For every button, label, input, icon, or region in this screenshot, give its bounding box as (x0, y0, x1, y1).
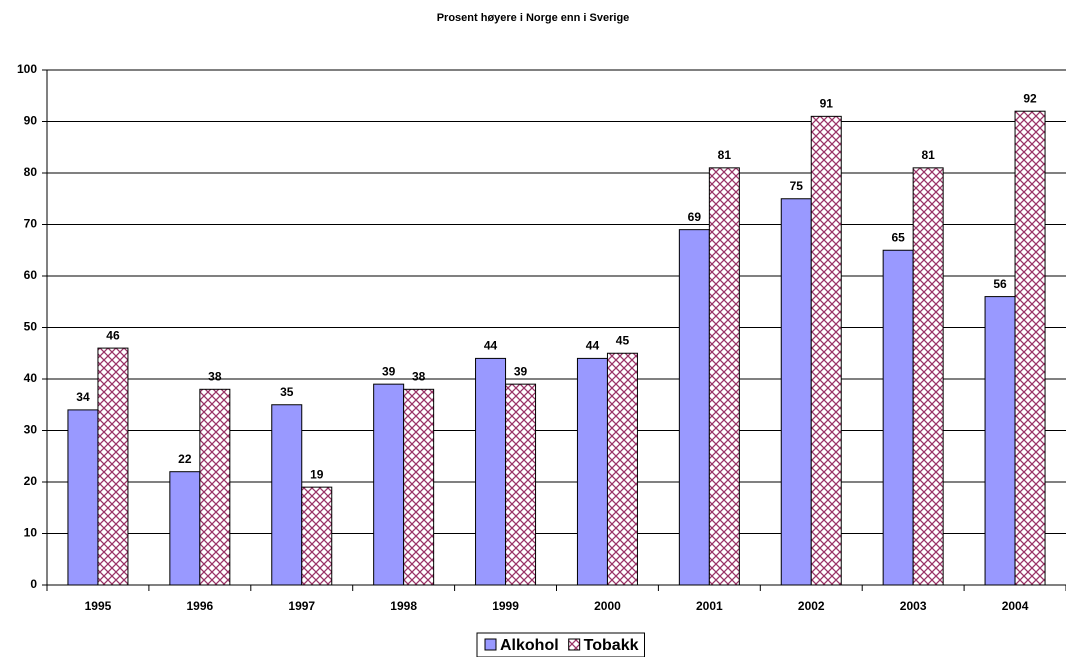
y-tick-label: 0 (30, 577, 37, 591)
bar (912, 167, 944, 586)
y-tick-label: 40 (24, 371, 38, 385)
y-tick-label: 50 (24, 320, 38, 334)
x-tick-label: 2001 (696, 599, 723, 613)
bar (810, 115, 842, 586)
y-tick-label: 30 (24, 423, 38, 437)
bar (373, 383, 405, 586)
data-label: 81 (921, 148, 935, 162)
bar (505, 383, 537, 586)
bar (576, 357, 608, 586)
chart-title: Prosent høyere i Norge enn i Sverige (437, 12, 630, 24)
data-label: 22 (178, 452, 192, 466)
bar (1014, 110, 1046, 586)
x-tick-label: 1999 (492, 599, 519, 613)
data-label: 92 (1023, 91, 1037, 105)
x-tick-label: 1996 (186, 599, 213, 613)
data-label: 65 (891, 230, 905, 244)
data-label: 38 (208, 369, 222, 383)
legend-label: Alkohol (500, 637, 559, 654)
data-label: 45 (616, 333, 630, 347)
bar (67, 409, 99, 586)
data-label: 75 (790, 179, 804, 193)
data-label: 56 (993, 277, 1007, 291)
x-tick-label: 2004 (1002, 599, 1029, 613)
data-label: 44 (586, 339, 600, 353)
bar (271, 404, 303, 586)
x-tick-label: 1995 (85, 599, 112, 613)
bar (199, 388, 231, 586)
bar (97, 347, 129, 586)
y-tick-label: 20 (24, 474, 38, 488)
bar (882, 249, 914, 586)
bar (301, 486, 333, 586)
data-label: 44 (484, 339, 498, 353)
bar (169, 471, 201, 586)
bar (984, 296, 1016, 586)
bar (780, 198, 812, 586)
bar (678, 229, 710, 586)
x-tick-label: 2002 (798, 599, 825, 613)
bar (403, 388, 435, 586)
x-tick-label: 2000 (594, 599, 621, 613)
data-label: 46 (106, 328, 120, 342)
legend-swatch (568, 638, 581, 651)
y-tick-label: 10 (24, 526, 38, 540)
x-tick-label: 2003 (900, 599, 927, 613)
y-tick-label: 100 (17, 62, 37, 76)
legend-swatch (484, 638, 497, 651)
legend-label: Tobakk (584, 637, 639, 654)
y-tick-label: 90 (24, 114, 38, 128)
legend-box (476, 632, 645, 657)
data-label: 19 (310, 467, 324, 481)
y-tick-label: 80 (24, 165, 38, 179)
data-label: 38 (412, 369, 426, 383)
data-label: 35 (280, 385, 294, 399)
data-label: 81 (718, 148, 732, 162)
bar (708, 167, 740, 586)
data-label: 69 (688, 210, 702, 224)
bar (606, 352, 638, 586)
x-tick-label: 1997 (288, 599, 315, 613)
data-label: 39 (382, 364, 396, 378)
y-tick-label: 60 (24, 268, 38, 282)
bar (475, 357, 507, 586)
y-tick-label: 70 (24, 217, 38, 231)
data-label: 34 (76, 390, 90, 404)
data-label: 39 (514, 364, 528, 378)
data-label: 91 (820, 97, 834, 111)
x-tick-label: 1998 (390, 599, 417, 613)
